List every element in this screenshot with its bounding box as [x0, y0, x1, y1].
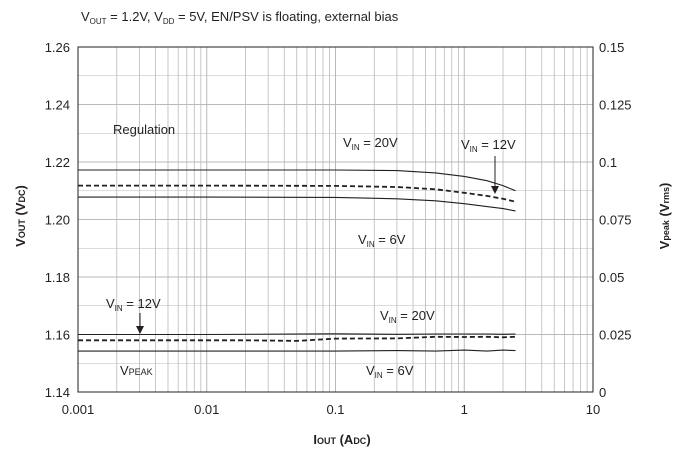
y-left-tick-label: 1.22: [45, 155, 70, 170]
series-line-6: [78, 349, 516, 352]
y-left-tick-label: 1.14: [45, 385, 70, 400]
arrow-vin-12v-bottom-head: [136, 326, 144, 334]
y-right-tick-label: 0.075: [599, 213, 632, 228]
y-right-tick-label: 0.1: [599, 155, 617, 170]
annotation-vpeak: VPEAK: [120, 363, 153, 378]
annotations: Regulation VIN = 20V VIN = 12V VIN = 6V …: [106, 122, 516, 380]
annotation-vin-6v-bottom: VIN = 6V: [366, 363, 414, 380]
x-tick-label: 1: [461, 402, 468, 417]
arrow-vin-12v-top-head: [491, 186, 499, 194]
y-axis-left-label: VOUT (VDC): [13, 185, 28, 247]
annotation-vin-12v-top: VIN = 12V: [461, 137, 516, 154]
series-line-5: [78, 335, 516, 342]
y-left-tick-label: 1.16: [45, 328, 70, 343]
series-line-1: [78, 169, 516, 192]
annotation-vin-6v-top: VIN = 6V: [358, 232, 406, 249]
y-right-tick-label: 0.025: [599, 328, 632, 343]
annotation-regulation: Regulation: [113, 122, 175, 137]
y-right-tick-label: 0: [599, 385, 606, 400]
y-left-tick-label: 1.18: [45, 270, 70, 285]
annotation-vin-20v-bottom: VIN = 20V: [380, 308, 435, 325]
y-right-tick-label: 0.125: [599, 98, 632, 113]
grid: [77, 46, 593, 393]
x-axis-label: IOUT (ADC): [313, 432, 370, 447]
x-tick-label: 10: [586, 402, 600, 417]
chart-title: VOUT = 1.2V, VDD = 5V, EN/PSV is floatin…: [81, 9, 399, 26]
annotation-vin-12v-bottom: VIN = 12V: [106, 296, 161, 313]
y-right-tick-label: 0.15: [599, 40, 624, 55]
x-tick-label: 0.1: [326, 402, 344, 417]
y-axis-right-label: Vpeak (Vrms): [657, 183, 672, 250]
y-left-tick-label: 1.24: [45, 98, 70, 113]
tick-labels: 0.001 0.01 0.1 1 10 1.14 1.16 1.18 1.20 1.22 1.24 1…: [45, 40, 632, 417]
y-right-tick-label: 0.05: [599, 270, 624, 285]
series-line-2: [78, 184, 516, 203]
y-left-tick-label: 1.26: [45, 40, 70, 55]
series-line-3: [78, 196, 516, 212]
plot-frame: [77, 46, 594, 393]
series-line-4: [78, 333, 516, 336]
annotation-vin-20v-top: VIN = 20V: [343, 135, 398, 152]
y-left-tick-label: 1.20: [45, 213, 70, 228]
x-tick-label: 0.01: [194, 402, 219, 417]
x-tick-label: 0.001: [62, 402, 95, 417]
series-group: [78, 169, 516, 352]
